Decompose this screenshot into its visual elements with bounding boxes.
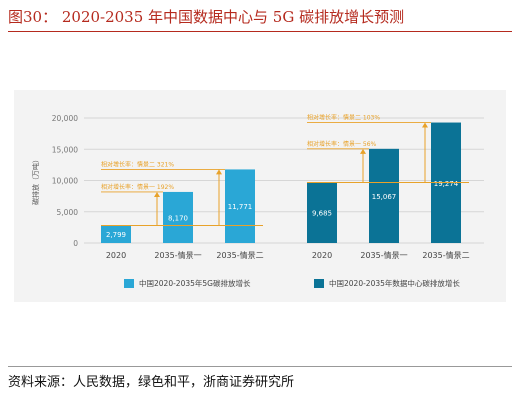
growth-arrow-head bbox=[216, 169, 222, 175]
legend-swatch bbox=[314, 279, 324, 288]
growth-arrow-head bbox=[360, 148, 366, 154]
source-divider bbox=[8, 366, 512, 367]
x-tick-label: 2035-情景一 bbox=[154, 250, 201, 260]
y-tick-label: 5,000 bbox=[57, 208, 79, 217]
chart-svg: 0 5,000 10,000 15,000 20,000 碳排放（万吨） 2,799 2020… bbox=[31, 114, 484, 288]
x-tick-label: 2020 bbox=[106, 251, 126, 260]
growth-annotation: 相对增长率：情景一 56% bbox=[307, 140, 377, 148]
growth-annotation: 相对增长率：情景二 103% bbox=[307, 114, 380, 122]
x-tick-label: 2020 bbox=[312, 251, 332, 260]
growth-annotation: 相对增长率：情景一 192% bbox=[101, 183, 174, 191]
bar bbox=[369, 148, 399, 243]
x-tick-label: 2035-情景二 bbox=[422, 250, 469, 260]
title-divider bbox=[8, 31, 512, 32]
bar bbox=[225, 169, 255, 243]
y-axis-label: 碳排放（万吨） bbox=[31, 156, 40, 205]
legend-entry: 中国2020-2035年5G碳排放增长 bbox=[139, 278, 251, 288]
bar bbox=[101, 225, 131, 243]
y-tick-label: 20,000 bbox=[52, 114, 78, 123]
bar-value-label: 19,274 bbox=[434, 180, 459, 188]
bar-value-label: 8,170 bbox=[168, 214, 188, 222]
x-tick-label: 2035-情景二 bbox=[216, 250, 263, 260]
growth-annotation: 相对增长率：情景二 321% bbox=[101, 160, 174, 168]
bar-value-label: 11,771 bbox=[228, 203, 253, 211]
bar-value-label: 9,685 bbox=[312, 210, 332, 218]
legend-entry: 中国2020-2035年数据中心碳排放增长 bbox=[329, 278, 460, 288]
chart-panel: 0 5,000 10,000 15,000 20,000 碳排放（万吨） 2,799 2020… bbox=[14, 90, 506, 302]
growth-arrow-head bbox=[422, 122, 428, 128]
bar bbox=[307, 182, 337, 243]
x-tick-label: 2035-情景一 bbox=[360, 250, 407, 260]
bar bbox=[163, 191, 193, 243]
y-tick-label: 10,000 bbox=[52, 177, 78, 186]
y-tick-label: 15,000 bbox=[52, 145, 78, 154]
bar-value-label: 2,799 bbox=[106, 231, 126, 239]
figure-title: 图30： 2020-2035 年中国数据中心与 5G 碳排放增长预测 bbox=[8, 8, 405, 26]
y-tick-label: 0 bbox=[73, 239, 78, 248]
bar-value-label: 15,067 bbox=[372, 193, 397, 201]
source-note: 资料来源：人民数据，绿色和平，浙商证券研究所 bbox=[8, 375, 295, 390]
growth-arrow-head bbox=[154, 191, 160, 197]
legend-swatch bbox=[124, 279, 134, 288]
